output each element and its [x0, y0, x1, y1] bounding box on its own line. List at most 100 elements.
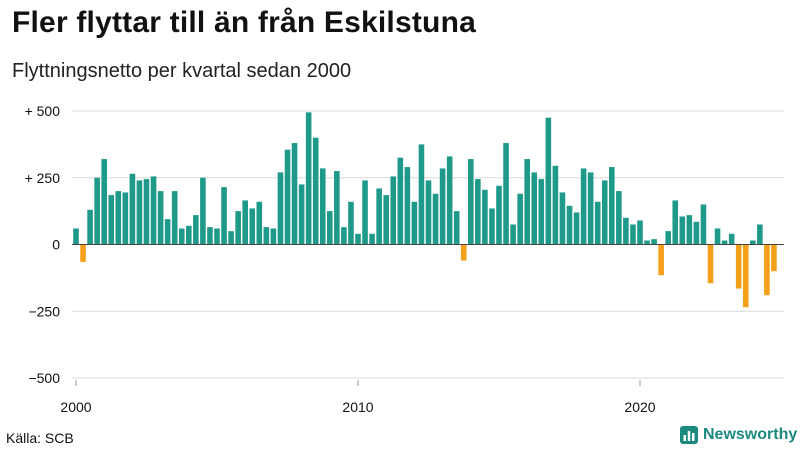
bar-positive	[637, 220, 643, 245]
bar-positive	[327, 211, 333, 245]
bar-positive	[178, 228, 185, 245]
bar-positive	[432, 193, 439, 245]
bar-positive	[143, 179, 150, 245]
bar-negative	[80, 244, 86, 262]
bar-positive	[101, 159, 107, 245]
bar-positive	[150, 176, 157, 245]
bar-positive	[524, 159, 530, 245]
y-tick-label: + 250	[25, 170, 61, 186]
bar-positive	[207, 227, 213, 245]
bar-positive	[700, 204, 707, 245]
bar-positive	[531, 172, 538, 245]
bar-positive	[221, 187, 227, 245]
bar-positive	[129, 173, 136, 245]
bar-positive	[270, 228, 277, 245]
bar-positive	[489, 208, 495, 245]
bar-positive	[757, 224, 763, 245]
x-tick-label: 2000	[60, 399, 91, 415]
bar-positive	[750, 240, 756, 245]
bar-positive	[341, 227, 347, 245]
bar-positive	[453, 211, 460, 245]
brand-logo: Newsworthy	[680, 426, 797, 444]
y-tick-label: 0	[52, 237, 60, 253]
bar-positive	[573, 212, 580, 245]
bar-positive	[545, 117, 552, 245]
x-tick-label: 2010	[342, 399, 373, 415]
chart-subtitle: Flyttningsnetto per kvartal sedan 2000	[12, 60, 352, 82]
brand-name: Newsworthy	[703, 426, 798, 443]
bar-positive	[601, 180, 608, 245]
bar-positive	[714, 228, 721, 245]
bar-positive	[298, 184, 305, 245]
x-tick-label: 2020	[624, 399, 655, 415]
bar-positive	[73, 228, 79, 245]
bar-positive	[164, 219, 171, 245]
bar-negative	[764, 244, 770, 296]
bar-positive	[334, 171, 340, 245]
bar-positive	[693, 221, 700, 245]
bar-positive	[136, 180, 143, 245]
bar-positive	[277, 172, 284, 245]
bar-positive	[665, 231, 671, 245]
bar-positive	[376, 188, 382, 245]
bar-negative	[771, 244, 777, 272]
bar-positive	[475, 179, 481, 245]
bar-positive	[383, 195, 389, 245]
bar-positive	[186, 225, 192, 245]
bar-positive	[503, 143, 509, 245]
bar-positive	[439, 168, 446, 245]
bar-positive	[559, 192, 566, 245]
bar-negative	[707, 244, 714, 284]
y-tick-label: + 500	[25, 103, 61, 119]
y-tick-label: −500	[28, 370, 60, 386]
bar-positive	[263, 227, 270, 245]
bar-positive	[87, 209, 93, 245]
bar-positive	[369, 233, 375, 245]
bar-positive	[193, 215, 199, 245]
bar-positive	[397, 157, 404, 245]
bar-positive	[587, 172, 594, 245]
bar-positive	[686, 215, 693, 245]
bar-positive	[291, 143, 298, 245]
bar-positive	[249, 208, 256, 245]
bar-positive	[630, 224, 636, 245]
bar-positive	[482, 189, 488, 245]
bar-positive	[623, 217, 629, 245]
bar-positive	[355, 233, 361, 245]
bar-positive	[496, 185, 502, 245]
bar-positive	[108, 195, 115, 245]
bar-positive	[171, 191, 178, 245]
bar-positive	[404, 167, 411, 245]
bar-positive	[242, 200, 248, 245]
bar-positive	[305, 112, 312, 245]
bar-positive	[679, 216, 686, 245]
bar-positive	[418, 144, 425, 245]
bar-positive	[319, 168, 326, 245]
bar-positive	[122, 192, 129, 245]
bar-positive	[235, 211, 241, 245]
bar-negative	[658, 244, 664, 276]
bar-positive	[362, 180, 368, 245]
bar-positive	[580, 168, 587, 245]
bar-positive	[390, 176, 397, 245]
bar-positive	[411, 201, 418, 245]
bar-positive	[552, 165, 559, 245]
bar-positive	[517, 193, 523, 245]
bar-chart-logo-icon	[680, 426, 698, 444]
chart-title: Fler flyttar till än från Eskilstuna	[12, 6, 476, 39]
bar-positive	[425, 180, 432, 245]
bar-negative	[742, 244, 749, 308]
bar-positive	[538, 179, 545, 245]
bar-positive	[672, 200, 679, 245]
bar-positive	[728, 233, 735, 245]
bar-positive	[214, 228, 220, 245]
bar-positive	[284, 149, 291, 245]
source-note: Källa: SCB	[6, 430, 74, 446]
bar-positive	[446, 156, 453, 245]
bar-positive	[228, 231, 234, 245]
bar-positive	[566, 205, 573, 245]
bar-negative	[735, 244, 742, 289]
bar-positive	[616, 191, 622, 245]
bar-positive	[510, 224, 516, 245]
